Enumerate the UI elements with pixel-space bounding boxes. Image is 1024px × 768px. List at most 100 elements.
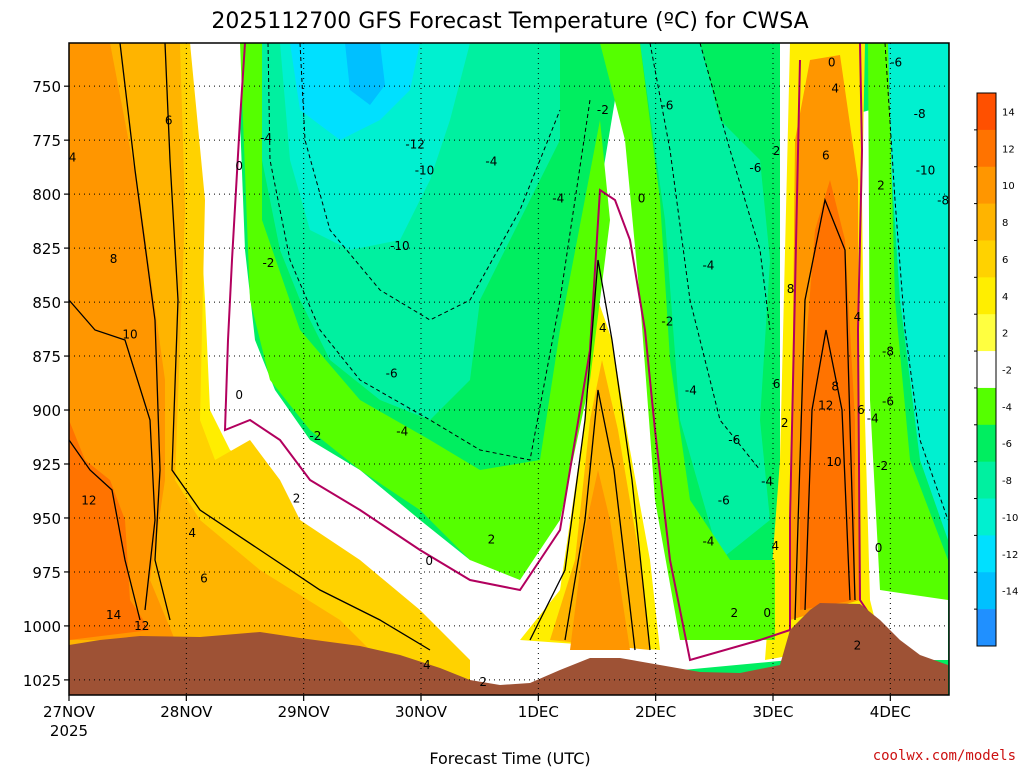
contour-label: 2 [781, 416, 789, 430]
contour-label: 0 [828, 55, 836, 69]
field-green-valley [240, 43, 610, 580]
colorbar-swatch [977, 387, 996, 426]
contour-label: 12 [81, 494, 96, 508]
field-red-left [69, 420, 150, 640]
contour-right-peak [794, 197, 856, 621]
colorbar-label: -14 [1002, 587, 1018, 598]
contour-mid-peak [529, 259, 651, 651]
contour-label: -10 [390, 239, 410, 253]
contour-label: 8 [110, 252, 118, 266]
contour-mid-peak-inner [564, 389, 636, 651]
field-cold-e [640, 43, 770, 560]
contour-label: -2 [597, 103, 609, 117]
y-tick-label: 975 [32, 564, 61, 582]
contour-label: -6 [749, 161, 761, 175]
field-green-right [868, 43, 948, 600]
colorbar-label: -10 [1002, 513, 1018, 524]
contour-label: 8 [831, 379, 839, 393]
colorbar-label: -12 [1002, 550, 1018, 561]
colorbar-label: 6 [1002, 255, 1008, 266]
colorbar-swatch [977, 535, 996, 573]
x-tick-label: 29NOV [278, 703, 331, 721]
contour-label: 4 [599, 321, 607, 335]
grid-lines [69, 43, 949, 695]
colorbar-swatch [977, 203, 996, 241]
contour-label: 0 [875, 541, 883, 555]
colorbar-label: 14 [1002, 107, 1015, 118]
y-tick-label: 900 [32, 402, 61, 420]
field-green-mid [600, 43, 775, 640]
contour-warm-2 [119, 43, 171, 621]
plot-frame [68, 42, 950, 696]
y-tick-label: 850 [32, 294, 61, 312]
contour-label: -2 [876, 459, 888, 473]
y-tick-label: 775 [32, 132, 61, 150]
colorbar-swatch [977, 609, 996, 647]
contour-label: 2 [293, 492, 301, 506]
contour-label: -12 [405, 137, 425, 151]
colorbar-label: -8 [1002, 476, 1012, 487]
contour-label: 10 [826, 455, 841, 469]
contour-label: -8 [882, 345, 894, 359]
contour-label: -4 [685, 384, 697, 398]
x-tick-label: 4DEC [870, 703, 911, 721]
contour-label: 2 [479, 675, 487, 689]
terrain [69, 603, 948, 695]
y-tick-label: 800 [32, 186, 61, 204]
y-tick-label: 950 [32, 510, 61, 528]
contour-label: 2 [730, 606, 738, 620]
contour-warm-3 [69, 299, 156, 611]
colorbar-swatch [977, 129, 996, 168]
colorbar-swatch [977, 461, 996, 500]
y-tick-label: 875 [32, 348, 61, 366]
field-right-red [800, 180, 855, 610]
colorbar-label: -2 [1002, 366, 1012, 377]
y-tick-label: 1025 [23, 672, 61, 690]
field-cold-d [345, 43, 385, 105]
contour-label: 0 [235, 159, 243, 173]
contour-label: 2 [854, 638, 862, 652]
contour-label: 0 [638, 191, 646, 205]
contour-labels: 4681012141200-4-2462-2-6-4-10-12-10-4042… [69, 55, 949, 689]
contour-label: 8 [787, 282, 795, 296]
y-tick-label: 750 [32, 78, 61, 96]
contour-label: 0 [425, 554, 433, 568]
colorbar-label: -6 [1002, 439, 1012, 450]
contour-label: 10 [122, 327, 137, 341]
contour-label: -4 [761, 474, 773, 488]
contour-label: 4 [854, 310, 862, 324]
contour-warm-4 [69, 439, 141, 621]
x-tick-label: 3DEC [752, 703, 793, 721]
contour-right-peak-inner [804, 329, 851, 611]
colorbar-label: 8 [1002, 218, 1008, 229]
contour-label: -6 [728, 433, 740, 447]
contour-label: 2 [877, 178, 885, 192]
contour-label: -8 [937, 194, 949, 208]
x-axis: 27NOV 28NOV 29NOV 30NOV 1DEC 2DEC 3DEC 4DEC [43, 695, 911, 721]
contour-label: 12 [818, 399, 833, 413]
credit-text[interactable]: coolwx.com/models [873, 748, 1016, 764]
colorbar-swatch [977, 93, 996, 131]
contour-label: -4 [396, 425, 408, 439]
contour-label: 2 [773, 144, 781, 158]
plot-area [69, 43, 949, 695]
contour-label: 6 [200, 571, 208, 585]
x-tick-label: 28NOV [160, 703, 213, 721]
contour-label: 12 [134, 619, 149, 633]
x-tick-year: 2025 [50, 722, 88, 740]
contour-label: 4 [423, 658, 431, 672]
x-tick-label: 2DEC [635, 703, 676, 721]
contour-dashed-4 [699, 43, 771, 331]
colorbar-swatch [977, 351, 996, 389]
contour-label: -4 [260, 131, 272, 145]
contour-label: -4 [485, 155, 497, 169]
colorbar-frame [976, 92, 997, 647]
chart-title: 2025112700 GFS Forecast Temperature (ºC)… [211, 9, 808, 34]
contour-dashed-1 [267, 43, 591, 461]
contour-label: -6 [718, 494, 730, 508]
contour-label: -6 [386, 366, 398, 380]
contour-label: -8 [914, 107, 926, 121]
contour-label: 4 [772, 539, 780, 553]
contour-dashed-5 [884, 43, 949, 521]
colorbar-swatch [977, 314, 996, 352]
